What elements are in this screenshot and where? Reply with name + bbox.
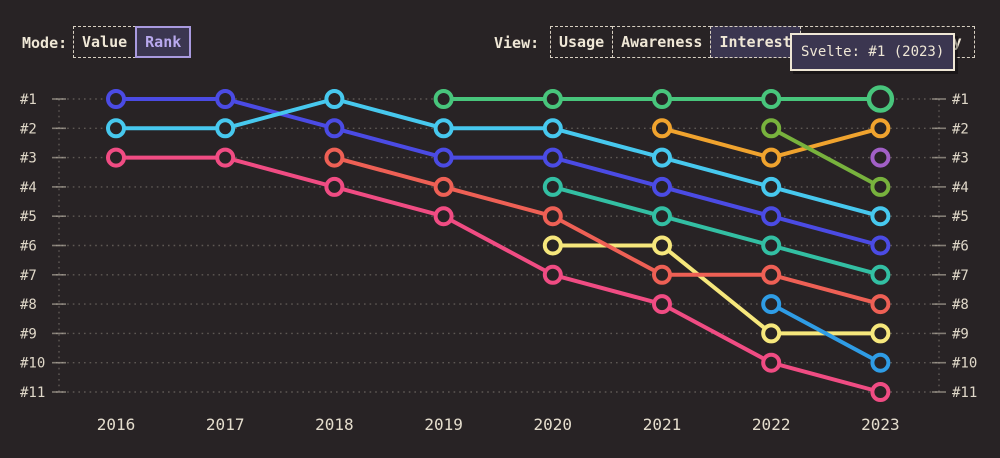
data-point-cyan-2016-rank2[interactable]: [106, 118, 126, 139]
data-point-cyan-2017-rank2[interactable]: [215, 118, 236, 139]
data-point-olive-2023-rank4[interactable]: [870, 176, 891, 197]
x-axis-label-2016: 2016: [97, 415, 136, 434]
data-point-red-2018-rank3[interactable]: [324, 147, 345, 168]
mode-toggle-group: Value Rank: [73, 26, 192, 58]
data-point-indigo-2020-rank3[interactable]: [542, 147, 563, 168]
data-point-indigo-2021-rank4[interactable]: [652, 176, 672, 197]
series-line-indigo: [114, 97, 883, 248]
data-point-indigo-2018-rank2[interactable]: [324, 118, 345, 139]
y-axis-label-left-8: #8: [20, 297, 37, 313]
data-point-pink-2018-rank4[interactable]: [324, 176, 345, 197]
data-point-pink-2022-rank10[interactable]: [761, 352, 782, 373]
series-line-olive: [769, 126, 883, 189]
data-point-yellow-2021-rank6[interactable]: [652, 235, 672, 256]
y-axis-label-left-4: #4: [20, 180, 37, 196]
data-point-cyan-2020-rank2[interactable]: [542, 118, 563, 139]
data-point-svelte-2021-rank1[interactable]: [652, 89, 672, 109]
data-point-azure-2022-rank8[interactable]: [761, 294, 782, 315]
x-axis-label-2022: 2022: [752, 415, 791, 434]
data-point-indigo-2019-rank3[interactable]: [433, 147, 454, 168]
y-axis-label-left-5: #5: [20, 209, 37, 225]
data-point-cyan-2023-rank5[interactable]: [870, 206, 891, 227]
y-axis-label-right-10: #10: [952, 356, 977, 372]
y-axis-label-left-11: #11: [20, 385, 45, 401]
x-axis-label-2020: 2020: [534, 415, 573, 434]
y-axis-label-left-7: #7: [20, 268, 37, 284]
y-axis-label-right-2: #2: [952, 121, 969, 137]
y-axis-label-left-3: #3: [20, 151, 37, 167]
y-axis-label-right-6: #6: [952, 239, 969, 255]
y-axis-label-right-8: #8: [952, 297, 969, 313]
y-axis-label-right-9: #9: [952, 326, 969, 342]
view-label: View:: [494, 34, 540, 52]
data-point-cyan-2021-rank3[interactable]: [652, 147, 672, 168]
data-point-pink-2023-rank11[interactable]: [870, 382, 891, 402]
data-point-orange-2021-rank2[interactable]: [652, 118, 672, 139]
series-line-teal: [550, 184, 883, 277]
data-point-red-2021-rank7[interactable]: [652, 264, 672, 285]
x-axis-label-2018: 2018: [315, 415, 354, 434]
y-axis-label-left-6: #6: [20, 239, 37, 255]
data-point-svelte-2022-rank1[interactable]: [761, 89, 782, 109]
data-point-yellow-2023-rank9[interactable]: [870, 323, 891, 344]
data-point-pink-2020-rank7[interactable]: [542, 264, 563, 285]
data-point-indigo-2017-rank1[interactable]: [215, 89, 236, 109]
y-axis-label-left-2: #2: [20, 121, 37, 137]
data-point-red-2020-rank5[interactable]: [542, 206, 563, 227]
mode-label: Mode:: [22, 34, 68, 52]
data-point-red-2023-rank8[interactable]: [870, 294, 891, 315]
data-point-yellow-2022-rank9[interactable]: [761, 323, 782, 344]
data-point-teal-2021-rank5[interactable]: [652, 206, 672, 227]
series-line-pink: [114, 155, 883, 394]
data-point-yellow-2020-rank6[interactable]: [542, 235, 563, 256]
data-point-cyan-2019-rank2[interactable]: [433, 118, 454, 139]
y-axis-label-right-1: #1: [952, 92, 969, 108]
y-axis-label-left-10: #10: [20, 356, 45, 372]
data-point-indigo-2023-rank6[interactable]: [870, 235, 891, 256]
y-axis-label-left-9: #9: [20, 326, 37, 342]
data-point-orange-2022-rank3[interactable]: [761, 147, 782, 168]
data-point-teal-2022-rank6[interactable]: [761, 235, 782, 256]
data-point-pink-2021-rank8[interactable]: [652, 294, 672, 315]
data-point-pink-2019-rank5[interactable]: [433, 206, 454, 227]
mode-option-rank[interactable]: Rank: [135, 26, 192, 58]
data-point-svelte-2019-rank1[interactable]: [433, 89, 454, 109]
series-line-azure: [769, 302, 883, 365]
data-point-pink-2017-rank3[interactable]: [215, 147, 236, 168]
data-point-svelte-2020-rank1[interactable]: [542, 89, 563, 109]
y-axis-label-right-4: #4: [952, 180, 969, 196]
data-point-indigo-2016-rank1[interactable]: [106, 89, 126, 109]
data-point-red-2019-rank4[interactable]: [433, 176, 454, 197]
x-axis-label-2021: 2021: [643, 415, 682, 434]
x-axis-label-2023: 2023: [861, 415, 900, 434]
data-point-svelte-2023-rank1[interactable]: [866, 85, 895, 113]
x-axis-label-2017: 2017: [206, 415, 245, 434]
y-axis-label-left-1: #1: [20, 92, 37, 108]
series-line-red: [332, 155, 883, 307]
y-axis-label-right-11: #11: [952, 385, 977, 401]
data-point-teal-2020-rank4[interactable]: [542, 176, 563, 197]
data-point-olive-2022-rank2[interactable]: [761, 118, 782, 139]
data-point-teal-2023-rank7[interactable]: [870, 264, 891, 285]
data-point-cyan-2018-rank1[interactable]: [324, 89, 345, 109]
data-point-red-2022-rank7[interactable]: [761, 264, 782, 285]
chart-tooltip: Svelte: #1 (2023): [790, 33, 956, 71]
series-line-cyan: [114, 97, 883, 219]
data-point-cyan-2022-rank4[interactable]: [761, 176, 782, 197]
data-point-purple-2023-rank3[interactable]: [870, 147, 891, 168]
data-point-azure-2023-rank10[interactable]: [870, 352, 891, 373]
y-axis-label-right-7: #7: [952, 268, 969, 284]
y-axis-label-right-5: #5: [952, 209, 969, 225]
tooltip-text: Svelte: #1 (2023): [801, 44, 945, 60]
data-point-indigo-2022-rank5[interactable]: [761, 206, 782, 227]
y-axis-label-right-3: #3: [952, 151, 969, 167]
x-axis-label-2019: 2019: [424, 415, 463, 434]
data-point-orange-2023-rank2[interactable]: [870, 118, 891, 139]
data-point-pink-2016-rank3[interactable]: [106, 147, 126, 168]
